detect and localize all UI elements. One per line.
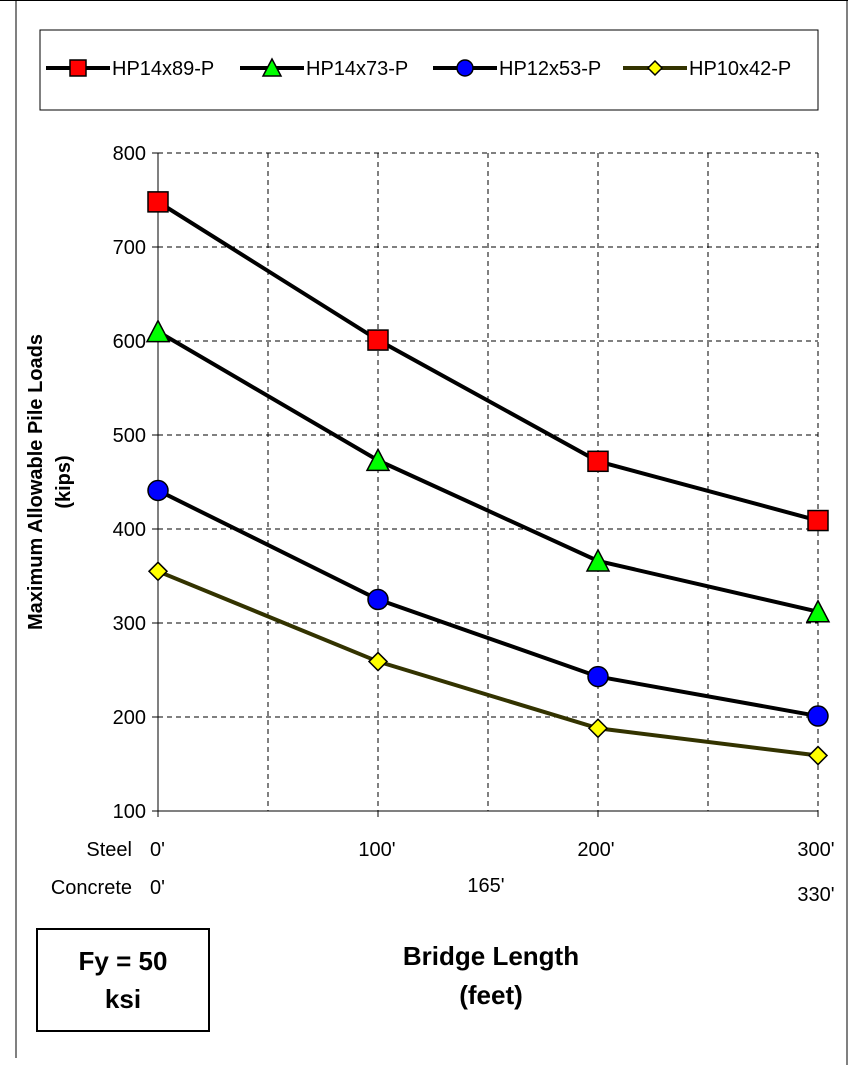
y-axis-label-line: (kips)	[53, 455, 75, 508]
y-tick-label: 800	[113, 143, 146, 165]
y-tick-label: 500	[113, 425, 146, 447]
x-tick-label: 100'	[358, 839, 395, 861]
legend-marker	[456, 59, 474, 77]
legend-marker	[261, 57, 283, 77]
data-point	[585, 548, 611, 572]
data-point	[587, 665, 609, 688]
x-tick-row-label: Concrete	[51, 877, 132, 899]
legend-marker	[69, 59, 87, 77]
x-tick-labels: Steel 0' 100' 200' 300' Concrete 0' 165' 330'	[51, 839, 835, 906]
series-HP14x89-P	[147, 191, 829, 532]
x-tick-label: 330'	[797, 884, 834, 906]
data-point	[587, 450, 609, 473]
data-point	[367, 329, 389, 351]
series-line	[157, 488, 819, 719]
grid-lines	[158, 152, 819, 811]
x-tick-label: 0'	[150, 877, 165, 899]
x-axis-label-line: (feet)	[459, 980, 523, 1010]
x-tick-row-label: Steel	[86, 839, 132, 861]
data-point	[587, 718, 609, 739]
x-axis-label: Bridge Length (feet)	[403, 941, 579, 1010]
y-axis-label: Maximum Allowable Pile Loads (kips)	[25, 334, 75, 630]
y-tick-label: 100	[113, 801, 146, 823]
data-point	[365, 447, 391, 472]
series-line	[156, 329, 819, 614]
annotation-line-1: Fy = 50	[78, 946, 168, 976]
data-point	[807, 509, 829, 532]
legend: HP14x89-P HP14x73-P HP12x53-P HP10x42-P	[39, 29, 819, 111]
y-tick-label: 300	[113, 613, 146, 635]
data-point	[805, 599, 831, 623]
annotation-box: Fy = 50 ksi	[36, 928, 210, 1032]
series-HP14x73-P	[145, 318, 831, 623]
series-layer	[145, 191, 831, 766]
data-point	[367, 588, 389, 611]
legend-label: HP12x53-P	[499, 58, 601, 80]
data-point	[367, 651, 389, 672]
legend-box	[39, 29, 819, 111]
x-axis-label-line: Bridge Length	[403, 941, 579, 971]
legend-label: HP14x89-P	[112, 58, 214, 80]
series-HP10x42-P	[147, 561, 829, 766]
y-tick-label: 200	[113, 707, 146, 729]
data-point	[147, 479, 169, 502]
y-axis-label-line: Maximum Allowable Pile Loads	[25, 334, 47, 630]
x-tick-label: 0'	[150, 839, 165, 861]
x-tick-label: 300'	[797, 839, 834, 861]
data-point	[807, 745, 829, 766]
series-line	[157, 569, 819, 758]
series-HP12x53-P	[147, 479, 829, 727]
series-line	[156, 200, 819, 523]
y-tick-label: 600	[113, 331, 146, 353]
legend-label: HP14x73-P	[306, 58, 408, 80]
data-point	[145, 318, 171, 343]
y-tick-label: 400	[113, 519, 146, 541]
legend-marker	[646, 59, 664, 77]
data-point	[147, 561, 169, 582]
x-tick-label: 200'	[577, 839, 614, 861]
legend-label: HP10x42-P	[689, 58, 791, 80]
data-point	[807, 705, 829, 727]
y-tick-labels: 100 200 300 400 500 600 700 800	[113, 143, 146, 823]
annotation-line-2: ksi	[104, 984, 142, 1014]
x-tick-label: 165'	[467, 875, 504, 897]
y-tick-label: 700	[113, 237, 146, 259]
data-point	[147, 191, 169, 213]
